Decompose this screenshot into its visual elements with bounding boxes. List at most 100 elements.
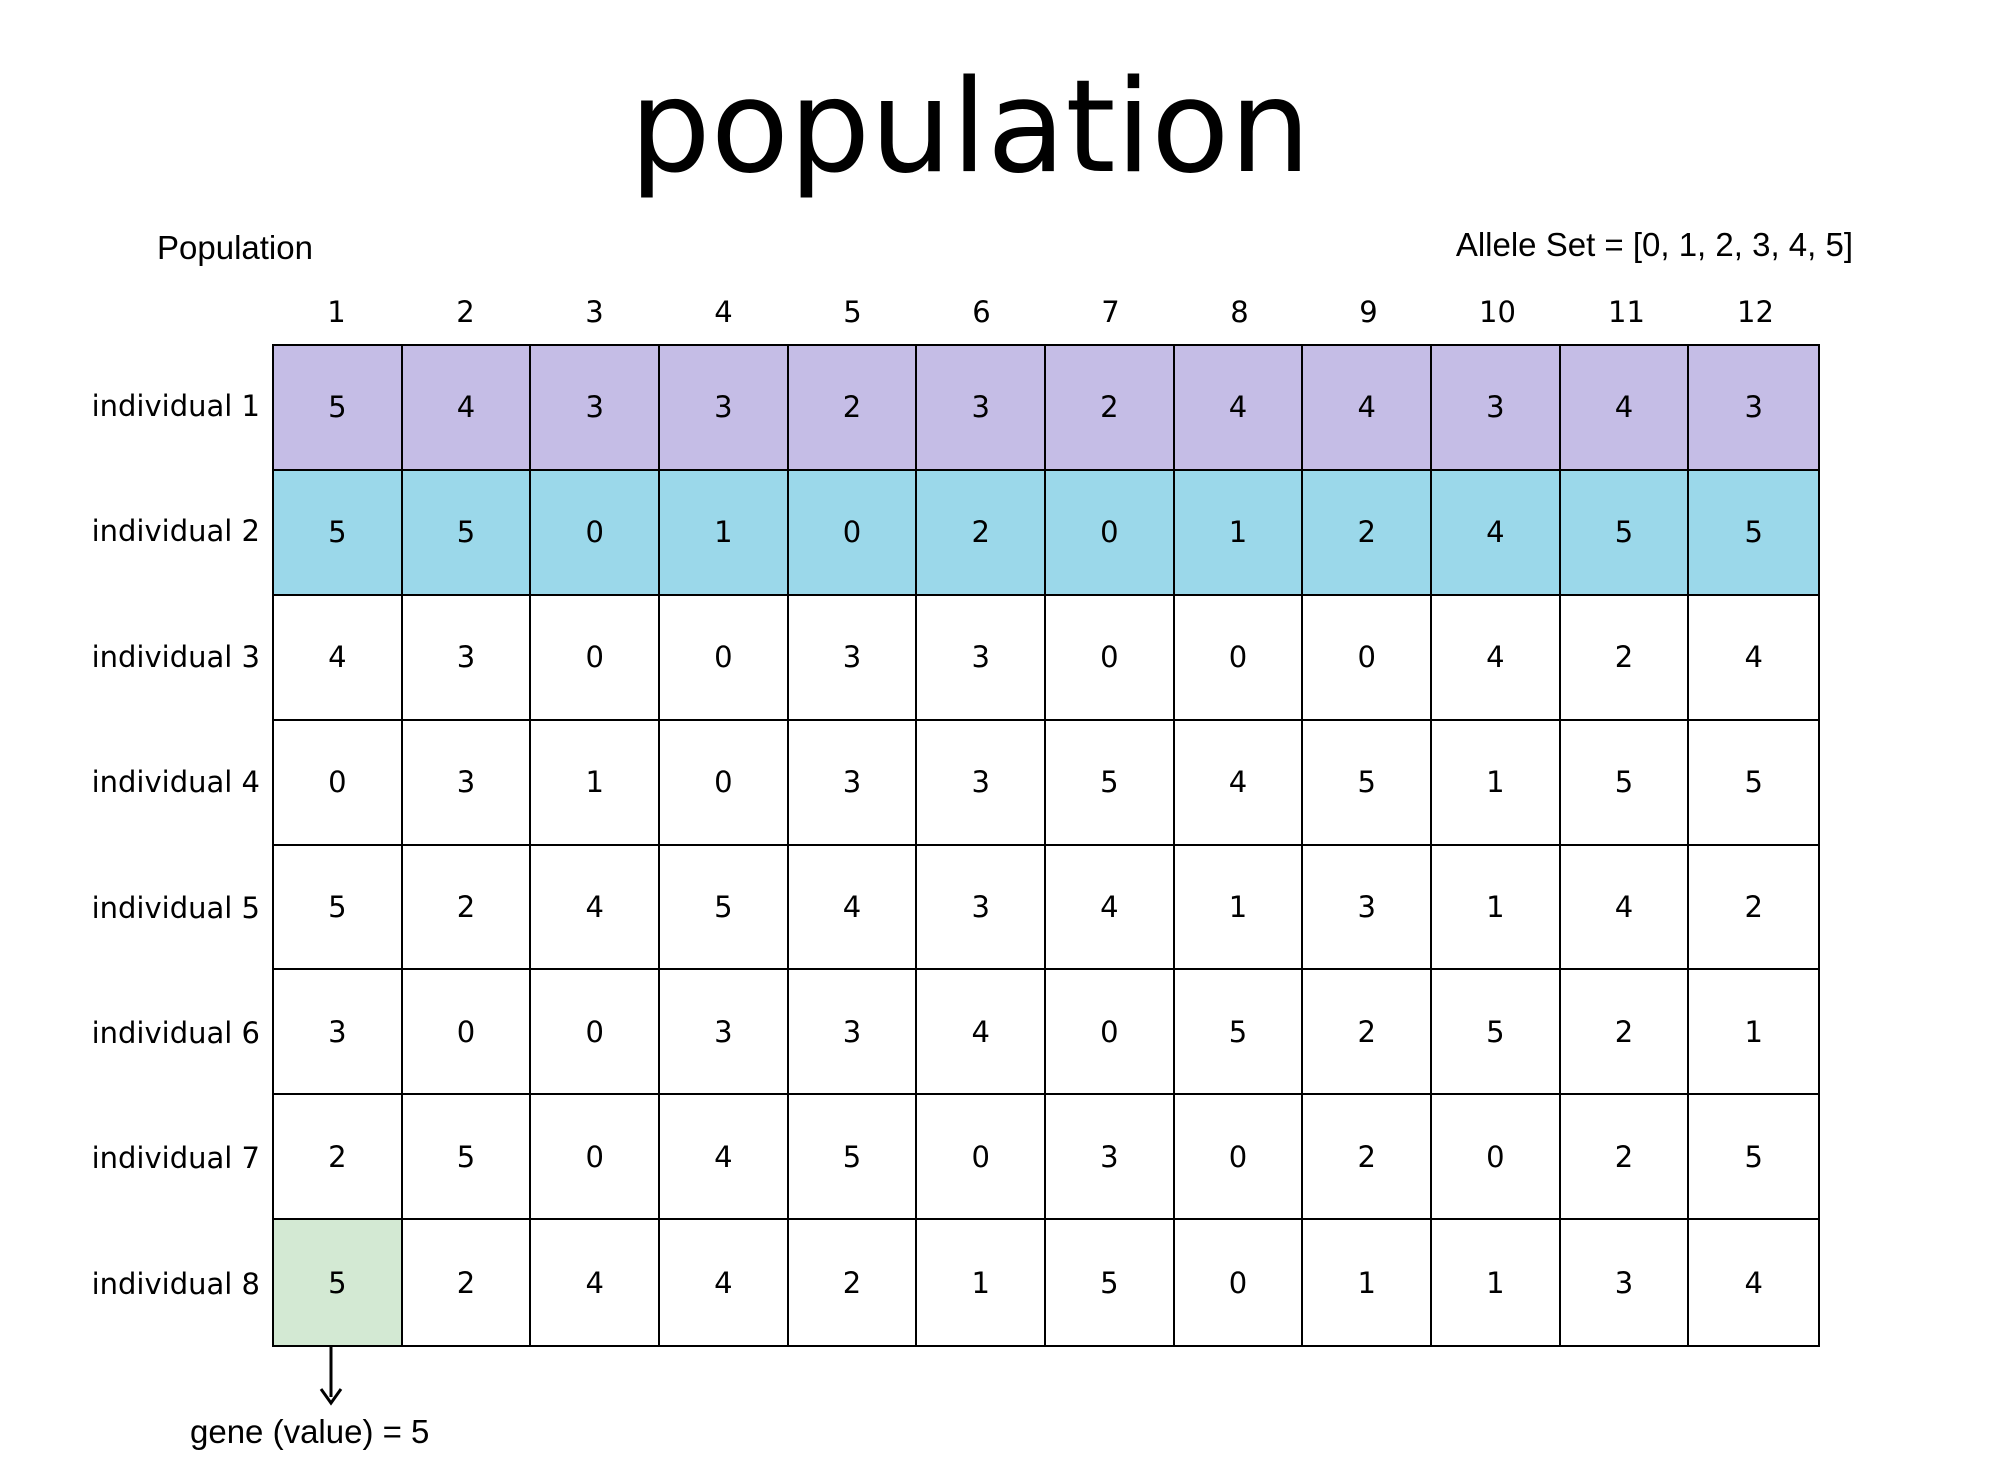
column-header: 9 [1359,295,1378,329]
gene-cell: 3 [402,720,532,846]
gene-cell: 5 [1046,1220,1175,1345]
column-header: 8 [1230,295,1249,329]
gene-cell: 3 [402,595,532,721]
gene-cell: 4 [1174,720,1304,846]
gene-cell: 3 [660,346,789,471]
gene-cell: 4 [788,845,918,971]
gene-cell: 1 [660,470,789,596]
highlighted-gene-cell: 5 [274,1220,403,1345]
row-label: individual 3 [91,639,260,674]
gene-cell: 5 [402,1095,532,1221]
gene-cell: 3 [917,346,1046,471]
gene-cell: 4 [1689,1220,1818,1345]
gene-cell: 1 [917,1220,1046,1345]
gene-cell: 0 [1046,470,1175,596]
gene-cell: 3 [274,970,403,1096]
gene-cell: 0 [1174,595,1304,721]
gene-cell: 3 [917,720,1046,846]
gene-cell: 1 [1174,470,1304,596]
gene-cell: 0 [531,1095,660,1221]
column-header: 10 [1479,295,1516,329]
column-header: 1 [327,295,346,329]
gene-cell: 2 [1303,1095,1432,1221]
gene-cell: 5 [1560,720,1690,846]
gene-cell: 0 [1432,1095,1561,1221]
gene-cell: 4 [917,970,1046,1096]
row-label: individual 8 [91,1266,260,1301]
gene-cell: 0 [274,720,403,846]
gene-cell: 4 [660,1220,789,1345]
gene-cell: 3 [1560,1220,1690,1345]
gene-cell: 1 [1432,845,1561,971]
gene-cell: 0 [660,595,789,721]
allele-set-label: Allele Set = [0, 1, 2, 3, 4, 5] [1455,226,1853,263]
gene-cell: 0 [531,595,660,721]
column-header: 4 [714,295,733,329]
gene-cell: 2 [788,346,918,471]
gene-cell: 5 [660,845,789,971]
row-label: individual 6 [91,1015,260,1050]
gene-cell: 0 [788,470,918,596]
gene-cell: 2 [1560,595,1690,721]
gene-cell: 5 [1689,1095,1818,1221]
row-label: individual 7 [91,1141,260,1176]
row-label: individual 1 [91,389,260,423]
gene-cell: 3 [1046,1095,1175,1221]
column-header: 11 [1608,295,1645,329]
gene-cell: 3 [788,970,918,1096]
row-label: individual 5 [91,890,260,925]
gene-cell: 0 [1174,1220,1304,1345]
gene-cell: 0 [1174,1095,1304,1221]
gene-cell: 1 [531,720,660,846]
column-header: 5 [843,295,862,329]
gene-cell: 3 [1432,346,1561,471]
gene-cell: 3 [788,595,918,721]
gene-cell: 5 [1560,470,1690,596]
gene-cell: 3 [660,970,789,1096]
gene-cell: 4 [402,346,532,471]
gene-cell: 5 [274,845,403,971]
gene-cell: 1 [1432,720,1561,846]
page-title: population [629,53,1311,202]
gene-cell: 1 [1303,1220,1432,1345]
gene-cell: 4 [1303,346,1432,471]
row-label: individual 4 [91,765,260,800]
gene-cell: 3 [788,720,918,846]
gene-cell: 1 [1432,1220,1561,1345]
row-label: individual 2 [91,514,260,549]
gene-cell: 4 [1560,845,1690,971]
column-header: 7 [1101,295,1120,329]
column-header: 6 [972,295,991,329]
gene-cell: 4 [1689,595,1818,721]
gene-cell: 2 [402,845,532,971]
gene-cell: 2 [1689,845,1818,971]
gene-cell: 4 [531,845,660,971]
gene-cell: 2 [1560,1095,1690,1221]
gene-cell: 5 [274,346,403,471]
gene-cell: 1 [1689,970,1818,1096]
gene-cell: 2 [1560,970,1690,1096]
column-header: 3 [585,295,604,329]
gene-cell: 0 [1303,595,1432,721]
gene-cell: 5 [1689,470,1818,596]
gene-cell: 0 [660,720,789,846]
gene-cell: 0 [531,970,660,1096]
gene-cell: 5 [402,470,532,596]
gene-cell: 1 [1174,845,1304,971]
arrow-down-icon [319,1347,343,1406]
gene-cell: 2 [1303,470,1432,596]
gene-cell: 4 [1560,346,1690,471]
gene-cell: 4 [1046,845,1175,971]
gene-cell: 2 [274,1095,403,1221]
gene-cell: 4 [660,1095,789,1221]
gene-cell: 4 [1432,595,1561,721]
gene-cell: 0 [402,970,532,1096]
gene-cell: 5 [1174,970,1304,1096]
gene-cell: 2 [788,1220,918,1345]
gene-cell: 0 [531,470,660,596]
gene-cell: 2 [1046,346,1175,471]
gene-cell: 3 [531,346,660,471]
gene-cell: 5 [1432,970,1561,1096]
gene-cell: 2 [917,470,1046,596]
